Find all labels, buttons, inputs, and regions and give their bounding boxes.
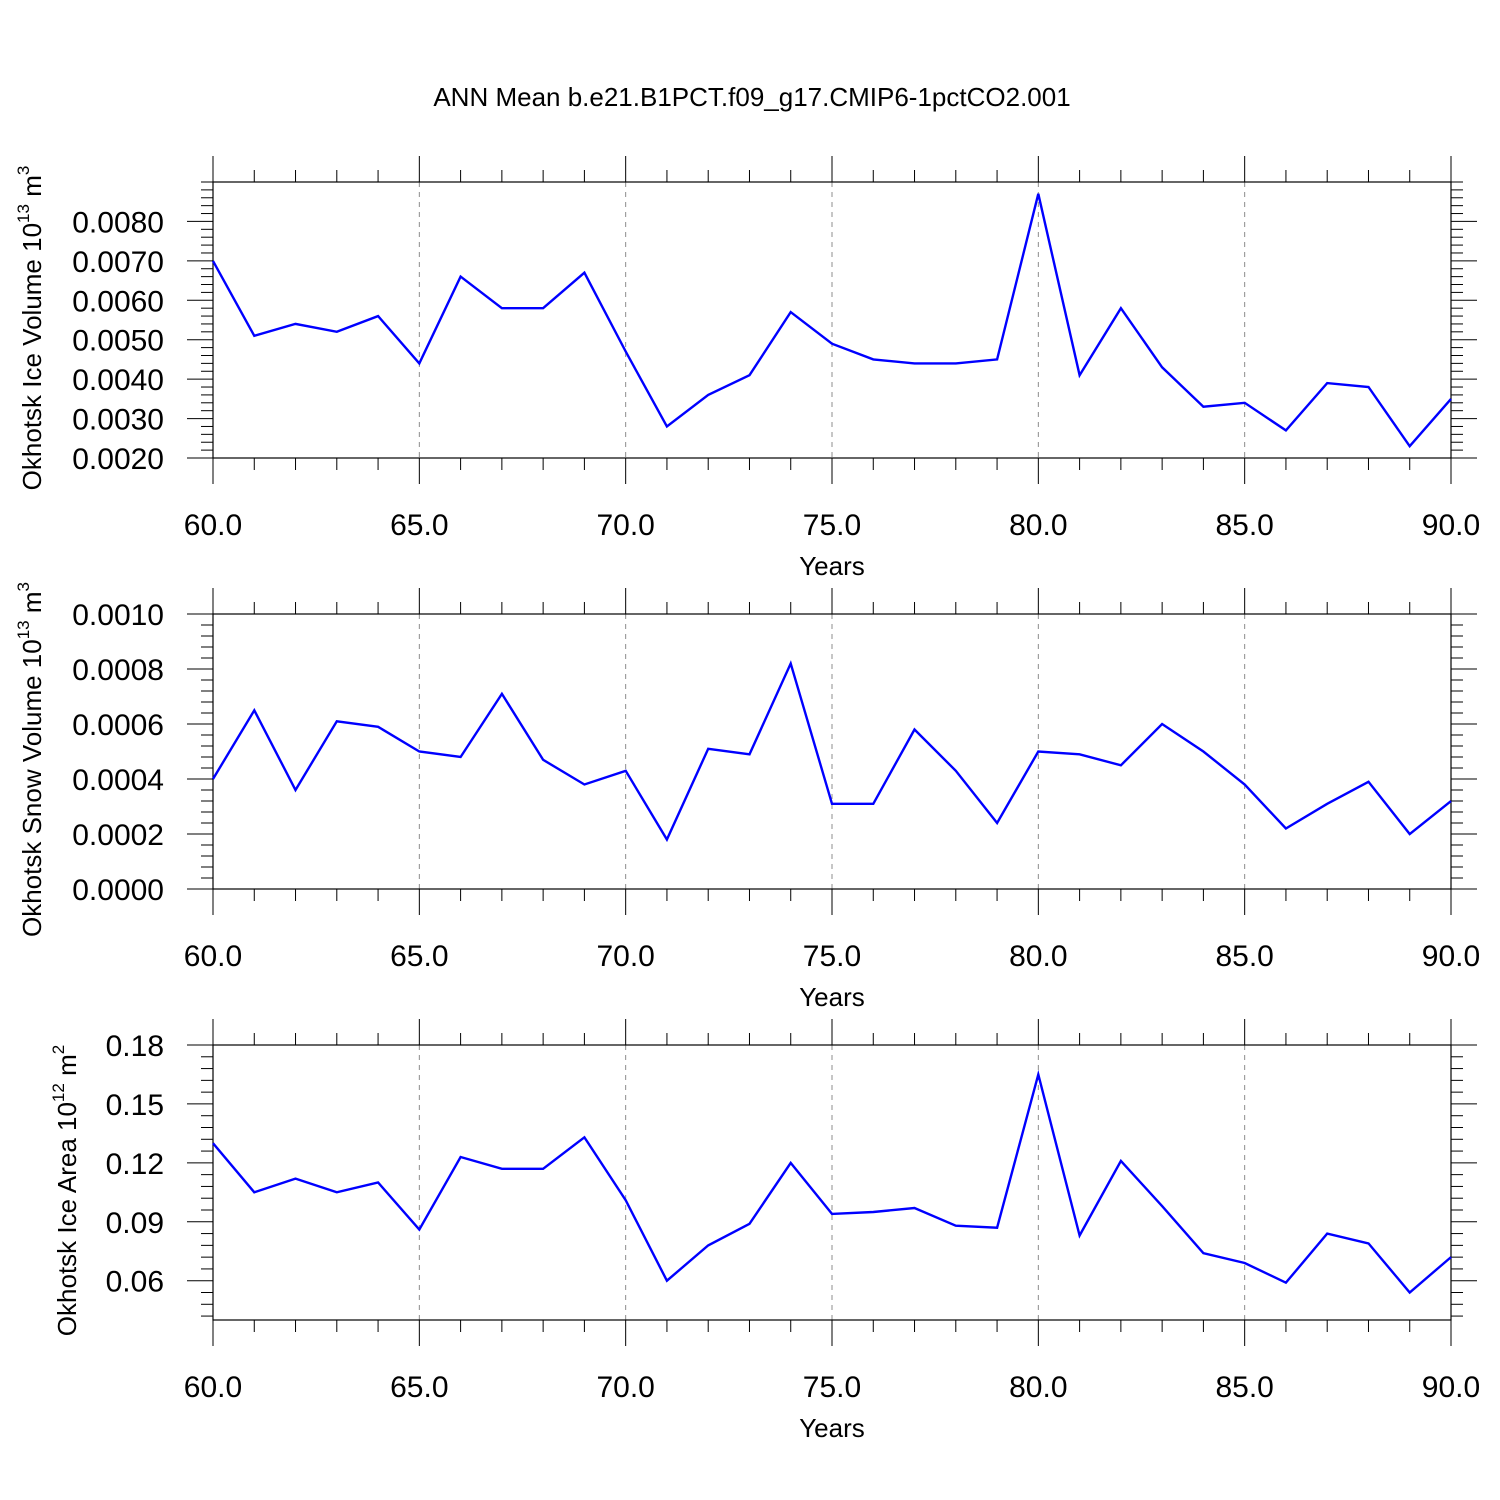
x-tick-label: 90.0 bbox=[1422, 1371, 1480, 1404]
y-axis-label: Okhotsk Ice Area 1012 m2 bbox=[49, 1045, 82, 1336]
x-axis-label: Years bbox=[799, 1413, 865, 1443]
panel-2: 60.0 65.0 70.0 75.0 80.0 85.0 90.0 0.0000 0.0002… bbox=[14, 582, 1480, 1012]
x-tick-label: 80.0 bbox=[1009, 509, 1067, 542]
x-tick-label: 60.0 bbox=[184, 940, 242, 973]
y-tick-label: 0.12 bbox=[106, 1148, 164, 1181]
x-tick-label: 65.0 bbox=[390, 940, 448, 973]
panel-1: 60.0 65.0 70.0 75.0 80.0 85.0 90.0 0.0020 0.0030… bbox=[14, 156, 1480, 581]
x-tick-label: 60.0 bbox=[184, 509, 242, 542]
series-line bbox=[211, 660, 1452, 843]
x-tick-label: 70.0 bbox=[596, 509, 654, 542]
panel-3: 60.0 65.0 70.0 75.0 80.0 85.0 90.0 0.06 0.09 0.12… bbox=[49, 1019, 1480, 1443]
x-tick-label: 90.0 bbox=[1422, 940, 1480, 973]
y-tick-label: 0.0040 bbox=[72, 364, 164, 397]
x-tick-label: 70.0 bbox=[596, 1371, 654, 1404]
series-line bbox=[211, 193, 1452, 449]
x-axis-label: Years bbox=[799, 551, 865, 581]
y-tick-label: 0.0000 bbox=[72, 874, 164, 907]
y-tick-label: 0.0070 bbox=[72, 246, 164, 279]
panels: 60.0 65.0 70.0 75.0 80.0 85.0 90.0 0.0020 0.0030… bbox=[14, 156, 1480, 1443]
y-axis-label: Okhotsk Snow Volume 1013 m3 bbox=[14, 582, 47, 937]
y-tick-label: 0.0020 bbox=[72, 443, 164, 476]
y-axis-label: Okhotsk Ice Volume 1013 m3 bbox=[14, 166, 47, 491]
x-axis-label: Years bbox=[799, 982, 865, 1012]
x-tick-label: 65.0 bbox=[390, 509, 448, 542]
x-tick-label: 75.0 bbox=[803, 509, 861, 542]
y-tick-label: 0.15 bbox=[106, 1089, 164, 1122]
y-tick-label: 0.0060 bbox=[72, 285, 164, 318]
y-tick-label: 0.06 bbox=[106, 1266, 164, 1299]
x-tick-label: 70.0 bbox=[596, 940, 654, 973]
x-tick-label: 85.0 bbox=[1215, 940, 1273, 973]
y-tick-label: 0.0006 bbox=[72, 709, 164, 742]
y-tick-label: 0.18 bbox=[106, 1030, 164, 1063]
x-tick-label: 90.0 bbox=[1422, 509, 1480, 542]
y-tick-label: 0.0030 bbox=[72, 404, 164, 437]
y-tick-label: 0.0008 bbox=[72, 654, 164, 687]
y-tick-label: 0.0002 bbox=[72, 819, 164, 852]
x-tick-label: 65.0 bbox=[390, 1371, 448, 1404]
y-tick-label: 0.0080 bbox=[72, 206, 164, 239]
x-tick-label: 80.0 bbox=[1009, 940, 1067, 973]
chart-title: ANN Mean b.e21.B1PCT.f09_g17.CMIP6-1pctC… bbox=[433, 82, 1070, 112]
y-tick-label: 0.0004 bbox=[72, 764, 164, 797]
x-tick-label: 75.0 bbox=[803, 1371, 861, 1404]
x-tick-label: 75.0 bbox=[803, 940, 861, 973]
x-tick-label: 85.0 bbox=[1215, 509, 1273, 542]
y-tick-label: 0.0010 bbox=[72, 599, 164, 632]
y-tick-label: 0.0050 bbox=[72, 325, 164, 358]
y-tick-label: 0.09 bbox=[106, 1207, 164, 1240]
x-tick-label: 80.0 bbox=[1009, 1371, 1067, 1404]
x-tick-label: 60.0 bbox=[184, 1371, 242, 1404]
x-tick-label: 85.0 bbox=[1215, 1371, 1273, 1404]
series-line bbox=[212, 1069, 1452, 1295]
